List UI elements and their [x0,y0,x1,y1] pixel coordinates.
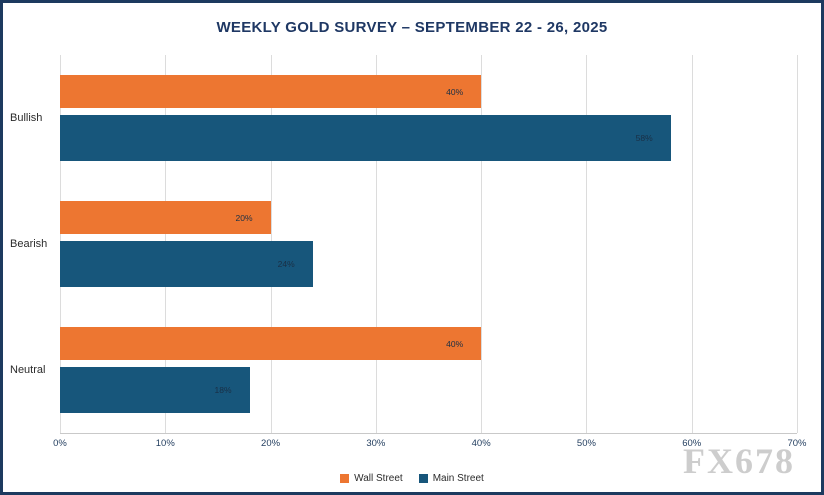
x-tick-label: 0% [53,438,67,449]
category-label: Neutral [10,364,46,376]
x-tick-label: 30% [366,438,386,449]
x-tick-label: 60% [682,438,702,449]
gridline [691,55,693,433]
bar-value-label: 24% [277,259,295,269]
x-tick-label: 70% [787,438,807,449]
bar-main-street: 18% [60,367,250,413]
category-label: Bullish [10,112,43,124]
legend-item-wall-street: Wall Street [340,473,403,484]
gridline [586,55,588,433]
bar-group-neutral: Neutral 40% 18% [10,307,797,433]
bar-wall-street: 20% [60,201,271,234]
category-label: Bearish [10,238,48,250]
chart-title: WEEKLY GOLD SURVEY – SEPTEMBER 22 - 26, … [216,19,608,36]
legend: Wall Street Main Street [3,473,821,484]
plot-area: Bullish 40% 58% Bearish 20% 24% Neutral 40% 18% [10,55,798,434]
x-tick-label: 20% [261,438,281,449]
x-axis-tick-labels: 0% 10% 20% 30% 40% 50% 60% 70% [53,438,806,452]
x-tick-label: 40% [471,438,491,449]
legend-swatch [418,474,428,483]
bar-value-label: 58% [635,133,653,143]
bar-main-street: 58% [60,115,671,161]
gridline [797,55,798,433]
bar-value-label: 20% [235,212,253,223]
bar-value-label: 40% [446,86,464,97]
x-tick-label: 10% [155,438,175,449]
bar-wall-street: 40% [60,327,482,360]
bar-value-label: 18% [214,385,232,395]
legend-label: Main Street [432,473,484,484]
legend-label: Wall Street [354,473,403,484]
bar-group-bullish: Bullish 40% 58% [10,55,797,181]
legend-swatch [340,474,350,483]
gridline [481,55,483,433]
bar-groups: Bullish 40% 58% Bearish 20% 24% Neutral 40% 18% [10,55,797,433]
bar-value-label: 40% [446,338,464,349]
legend-item-main-street: Main Street [418,473,484,484]
bar-group-bearish: Bearish 20% 24% [10,181,797,307]
x-tick-label: 50% [576,438,596,449]
bar-main-street: 24% [60,241,313,287]
gridline [375,55,377,433]
bar-wall-street: 40% [60,75,482,108]
